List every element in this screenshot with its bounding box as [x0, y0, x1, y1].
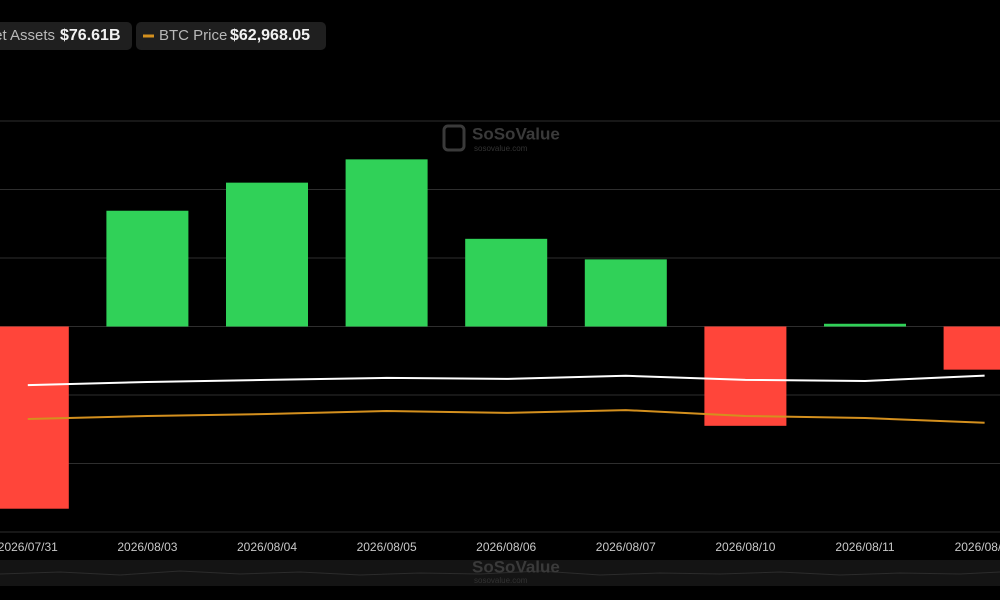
bar: [584, 259, 667, 327]
bar: [226, 182, 308, 327]
watermark-site: sosovalue.com: [474, 576, 528, 585]
watermark: SoSoValue sosovalue.com: [442, 124, 560, 153]
bar: [704, 326, 787, 426]
x-tick-label: 2026/08/05: [357, 540, 417, 554]
watermark-logo: [442, 124, 466, 152]
bar: [824, 323, 906, 327]
legend-label: BTC Price: [159, 27, 227, 44]
legend-value: $62,968.05: [230, 27, 310, 44]
line: [27, 374, 985, 387]
bar: [465, 238, 548, 327]
bar: [943, 326, 1000, 370]
watermark-site: sosovalue.com: [474, 144, 528, 153]
navigator: SoSoValue sosovalue.com: [0, 557, 1000, 586]
plot: [0, 159, 1000, 509]
x-tick-label: 2026/08/10: [715, 540, 775, 554]
legend-item-bg: [136, 22, 326, 50]
x-tick-label: 2026/08/04: [237, 540, 297, 554]
bar: [106, 210, 189, 327]
legend-value: $76.61B: [60, 27, 121, 44]
line: [27, 409, 985, 424]
x-tick-label: 2026/08/07: [596, 540, 656, 554]
watermark-brand: SoSoValue: [472, 557, 560, 576]
legend: Total Net Assets $76.61B BTC Price $62,9…: [0, 22, 326, 50]
x-tick-label: 2026/07/31: [0, 540, 58, 554]
x-tick-label: 2026/08/06: [476, 540, 536, 554]
x-tick-label: 2026/08/03: [117, 540, 177, 554]
watermark-brand: SoSoValue: [472, 124, 560, 143]
x-tick-label: 2026/08/12: [955, 540, 1000, 554]
bar: [345, 159, 428, 327]
legend-item-bg: [0, 22, 132, 50]
x-tick-label: 2026/08/11: [835, 540, 894, 554]
navigator-line: [0, 570, 1000, 576]
legend-label: Total Net Assets: [0, 27, 55, 44]
